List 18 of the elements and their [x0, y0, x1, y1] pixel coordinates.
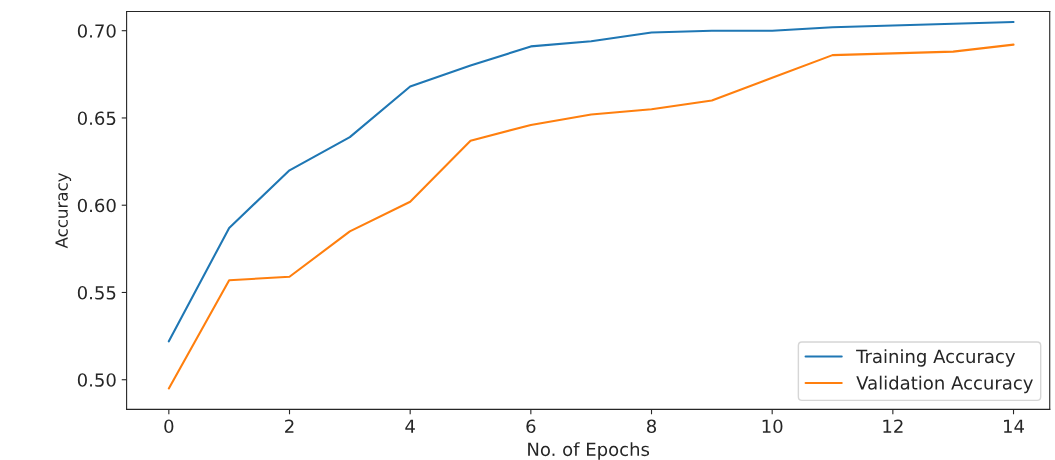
y-tick-label: 0.55 [77, 285, 116, 300]
y-axis-title: Accuracy [55, 172, 72, 249]
x-tick-label: 6 [526, 419, 536, 434]
y-tick-label: 0.70 [77, 24, 116, 38]
line-series [167, 20, 1015, 343]
x-tick-label: 0 [164, 419, 174, 434]
legend-label: Validation Accuracy [856, 375, 1033, 394]
y-tick-label: 0.60 [77, 198, 116, 213]
y-tick-label: 0.50 [77, 373, 116, 387]
x-axis-title: No. of Epochs [528, 442, 650, 460]
x-tick-label: 4 [405, 419, 415, 433]
legend-label: Training Accuracy [856, 349, 1016, 367]
x-tick-label: 2 [285, 419, 294, 433]
x-tick-label: 8 [646, 419, 657, 434]
x-tick-label: 12 [883, 419, 903, 433]
y-tick-label: 0.65 [77, 111, 116, 126]
x-tick-label: 10 [762, 419, 783, 434]
x-tick-label: 14 [1004, 419, 1024, 433]
